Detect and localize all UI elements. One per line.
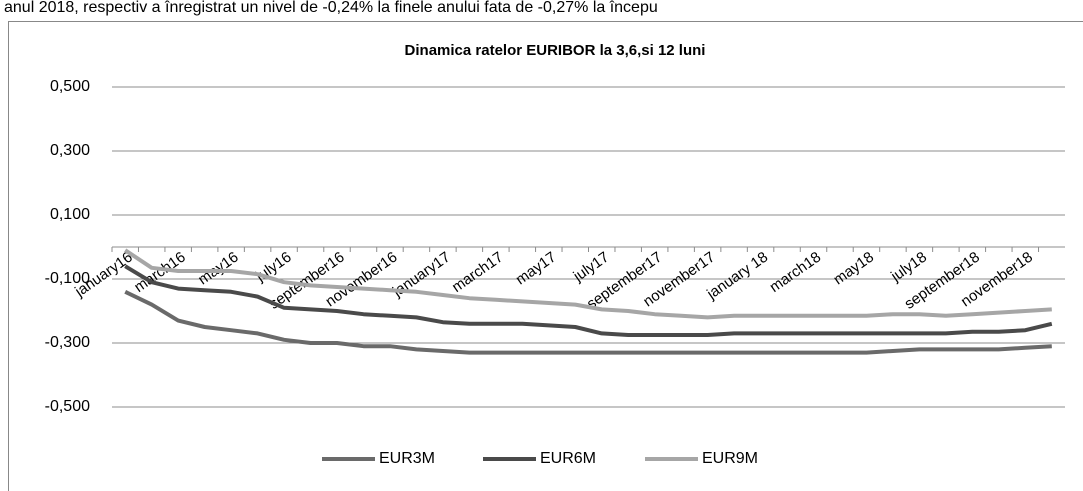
y-tick-label: -0,500 bbox=[45, 398, 90, 415]
legend-label: EUR9M bbox=[702, 450, 758, 467]
chart-title: Dinamica ratelor EURIBOR la 3,6,si 12 lu… bbox=[405, 42, 706, 59]
y-tick-label: 0,100 bbox=[50, 206, 90, 223]
chart-frame bbox=[8, 21, 1083, 491]
y-tick-label: 0,300 bbox=[50, 142, 90, 159]
legend-label: EUR6M bbox=[540, 450, 596, 467]
y-tick-label: 0,500 bbox=[50, 78, 90, 95]
legend-label: EUR3M bbox=[379, 450, 435, 467]
series-line bbox=[124, 264, 1053, 337]
y-tick-label: -0,300 bbox=[45, 334, 90, 351]
series-line bbox=[124, 248, 1052, 320]
y-tick-label: -0,100 bbox=[45, 270, 90, 287]
series-line bbox=[124, 289, 1052, 355]
caption: anul 2018, respectiv a înregistrat un ni… bbox=[4, 0, 658, 16]
